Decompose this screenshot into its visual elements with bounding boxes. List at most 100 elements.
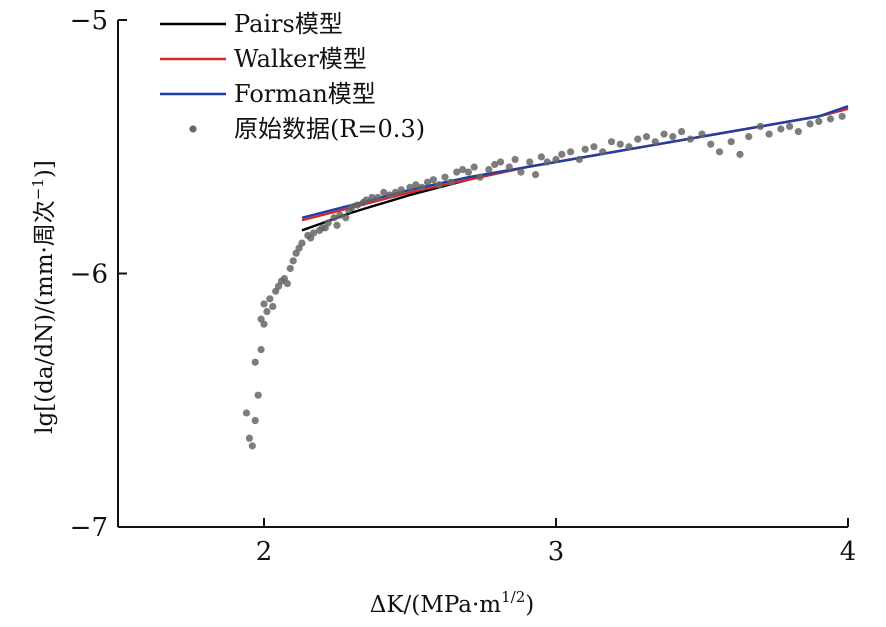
data-point: [269, 302, 277, 311]
data-point: [380, 188, 388, 196]
data-point: [756, 122, 765, 131]
data-point: [496, 158, 505, 166]
data-point: [669, 133, 677, 141]
data-point: [485, 165, 493, 174]
data-point: [435, 181, 443, 189]
data-point: [385, 191, 394, 199]
data-point: [251, 358, 259, 366]
data-point: [260, 300, 268, 308]
data-point: [286, 264, 294, 273]
data-point: [815, 117, 823, 125]
data-point: [736, 150, 744, 158]
x-axis-title: ΔK/(MPa·m1/2): [370, 588, 534, 618]
legend-label: Forman模型: [234, 80, 376, 108]
data-point: [651, 138, 659, 146]
data-point: [642, 133, 651, 141]
data-point: [745, 133, 753, 141]
data-point: [336, 211, 344, 219]
data-point: [616, 140, 624, 148]
data-point: [625, 143, 633, 151]
data-point: [441, 173, 449, 181]
data-point: [397, 186, 405, 194]
data-point: [248, 442, 256, 450]
data-point: [406, 183, 414, 191]
data-point: [765, 130, 773, 138]
data-point: [391, 188, 399, 196]
data-point: [310, 229, 318, 237]
data-point: [517, 168, 525, 176]
data-point: [531, 171, 540, 179]
data-point: [245, 434, 253, 442]
data-point: [727, 138, 735, 146]
data-point: [418, 183, 426, 191]
data-point: [257, 315, 265, 323]
legend-point-swatch: [189, 125, 197, 133]
x-tick-label: 2: [256, 537, 273, 567]
y-tick-label: −6: [70, 260, 108, 290]
data-point: [537, 153, 546, 161]
data-point: [374, 193, 382, 202]
data-point: [464, 168, 472, 176]
data-point: [505, 163, 513, 171]
data-point: [342, 214, 350, 222]
data-point: [257, 345, 265, 354]
data-point: [634, 135, 642, 143]
data-point: [794, 127, 802, 136]
data-point: [353, 201, 362, 209]
x-tick-label: 4: [840, 537, 857, 567]
data-point: [558, 150, 566, 158]
legend-label: Walker模型: [234, 45, 367, 73]
data-point: [254, 391, 262, 399]
data-point: [368, 193, 376, 202]
data-point: [348, 203, 356, 212]
x-tick-label: 3: [548, 537, 565, 567]
data-point: [826, 115, 835, 123]
data-point: [543, 158, 551, 166]
data-point: [838, 112, 846, 120]
data-point: [283, 280, 291, 288]
y-axis-title: lg[(da/dN)/(mm·周次−1)]: [29, 160, 58, 434]
data-point: [660, 130, 668, 138]
data-point: [412, 181, 420, 189]
data-point: [526, 158, 534, 166]
data-point: [777, 125, 785, 133]
data-point: [362, 196, 370, 204]
y-tick-label: −5: [70, 6, 108, 36]
data-point: [786, 122, 794, 131]
data-point: [429, 176, 437, 184]
data-point: [575, 155, 583, 164]
tick-labels: 2 3 4 −5 −6 −7: [70, 6, 857, 567]
data-point: [677, 127, 686, 136]
data-point: [266, 295, 274, 303]
data-point: [491, 160, 499, 169]
data-point: [715, 148, 724, 156]
legend-label: 原始数据(R=0.3): [234, 115, 425, 143]
data-point: [263, 307, 271, 316]
scatter-points: [242, 112, 846, 450]
data-point: [698, 130, 706, 138]
data-point: [511, 155, 519, 164]
data-point: [607, 138, 616, 146]
data-point: [590, 143, 598, 151]
data-point: [707, 140, 715, 148]
data-point: [581, 145, 589, 153]
data-point: [447, 178, 455, 186]
ticks: [118, 19, 849, 528]
data-point: [599, 148, 607, 156]
data-point: [458, 165, 467, 174]
data-point: [552, 155, 560, 164]
data-point: [330, 214, 338, 222]
data-point: [242, 409, 251, 417]
data-point: [453, 168, 461, 176]
y-tick-label: −7: [70, 513, 108, 543]
data-point: [298, 239, 306, 247]
data-point: [567, 148, 575, 156]
legend-label: Pairs模型: [234, 10, 343, 38]
data-point: [686, 135, 694, 143]
data-point: [289, 257, 297, 265]
data-point: [806, 120, 814, 128]
data-point: [324, 219, 332, 227]
data-point: [251, 416, 259, 425]
